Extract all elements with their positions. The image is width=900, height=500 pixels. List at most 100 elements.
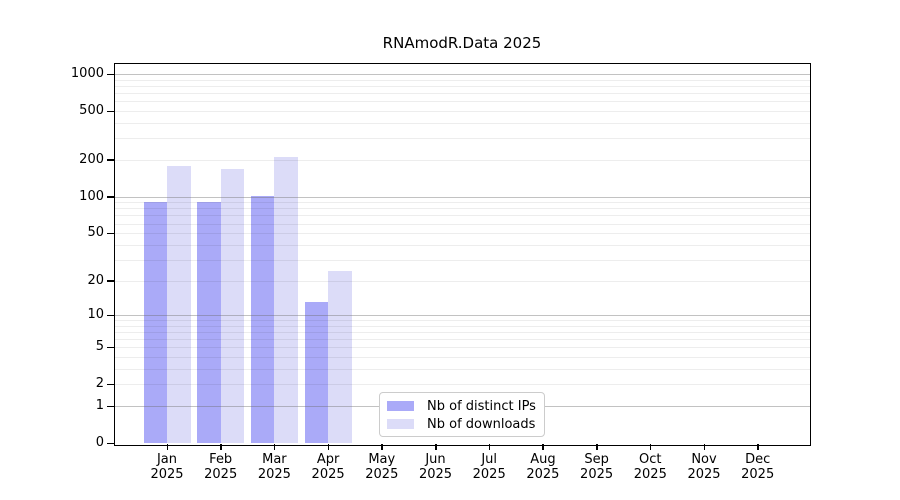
x-tick-mar	[273, 444, 276, 450]
x-tick-month-dec: Dec	[745, 452, 771, 467]
y-tick-label-1: 1	[95, 398, 104, 413]
gridline-400	[115, 123, 810, 125]
x-tick-month-feb: Feb	[209, 452, 233, 467]
x-tick-sep	[596, 444, 598, 450]
y-tick-label-500: 500	[79, 103, 104, 119]
legend: Nb of distinct IPs Nb of downloads	[379, 392, 545, 437]
gridline-90	[115, 202, 810, 204]
y-tick-50	[107, 232, 114, 235]
gridline-5	[115, 347, 810, 349]
y-tick-10	[107, 314, 114, 316]
gridline-80	[115, 208, 810, 210]
y-tick-label-100: 100	[79, 188, 104, 204]
gridline-20	[115, 280, 810, 282]
y-tick-label-20: 20	[87, 272, 104, 288]
bar-distinct-ips-jan	[143, 201, 167, 443]
x-tick-label-jan: Jan 2025	[135, 452, 199, 482]
gridline-30	[115, 259, 810, 261]
legend-item-downloads: Nb of downloads	[387, 416, 537, 432]
x-tick-month-aug: Aug	[530, 452, 556, 467]
x-tick-year-may: 2025	[365, 467, 399, 482]
x-tick-label-dec: Dec 2025	[726, 452, 790, 482]
gridline-300	[115, 138, 810, 140]
gridline-6	[115, 339, 810, 341]
x-tick-jun	[435, 444, 437, 450]
bar-distinct-ips-apr	[304, 302, 329, 443]
gridline-50	[115, 233, 810, 235]
y-tick-500	[107, 110, 114, 113]
y-tick-200	[107, 159, 114, 161]
x-tick-year-apr: 2025	[311, 467, 345, 482]
x-tick-may	[381, 444, 383, 450]
x-tick-year-feb: 2025	[204, 467, 238, 482]
bar-distinct-ips-feb	[197, 202, 221, 443]
y-tick-label-200: 200	[79, 151, 104, 167]
x-tick-nov	[703, 444, 705, 450]
legend-swatch-distinct-ips	[387, 401, 414, 411]
gridline-3	[115, 369, 810, 370]
x-tick-month-mar: Mar	[262, 452, 287, 467]
x-tick-month-jan: Jan	[156, 452, 178, 467]
y-tick-1000	[107, 73, 114, 76]
x-tick-jul	[488, 444, 491, 450]
x-tick-apr	[327, 444, 330, 450]
x-tick-dec	[757, 444, 759, 450]
x-tick-label-sep: Sep 2025	[565, 452, 629, 482]
y-tick-100	[107, 196, 114, 198]
gridline-600	[115, 101, 810, 103]
bar-downloads-mar	[274, 157, 298, 443]
y-tick-20	[107, 280, 114, 282]
gridline-10	[115, 315, 810, 316]
x-tick-year-jan: 2025	[150, 467, 184, 482]
gridline-40	[115, 244, 810, 246]
x-tick-month-may: May	[368, 452, 396, 467]
y-tick-label-2: 2	[95, 376, 104, 392]
x-tick-year-mar: 2025	[257, 467, 291, 482]
y-tick-label-50: 50	[87, 225, 104, 241]
gridline-700	[115, 93, 810, 95]
legend-item-distinct-ips: Nb of distinct IPs	[387, 398, 537, 414]
gridline-200	[115, 159, 810, 161]
gridline-900	[115, 79, 810, 81]
x-tick-month-jun: Jun	[425, 452, 446, 467]
chart-title: RNAmodR.Data 2025	[382, 34, 542, 52]
x-tick-year-dec: 2025	[741, 467, 775, 482]
x-tick-year-aug: 2025	[526, 467, 560, 482]
bar-downloads-jan	[167, 165, 191, 443]
x-tick-year-oct: 2025	[633, 467, 667, 482]
bar-distinct-ips-mar	[250, 195, 275, 443]
gridline-60	[115, 223, 810, 225]
x-tick-label-jun: Jun 2025	[404, 452, 468, 482]
x-tick-year-sep: 2025	[580, 467, 614, 482]
gridline-2	[115, 384, 810, 386]
x-tick-month-sep: Sep	[584, 452, 609, 467]
x-tick-month-nov: Nov	[691, 452, 717, 467]
y-tick-label-0: 0	[95, 435, 104, 450]
legend-swatch-downloads	[387, 419, 414, 429]
bar-downloads-apr	[328, 271, 352, 443]
x-tick-month-oct: Oct	[639, 452, 662, 467]
bar-downloads-feb	[220, 169, 245, 443]
gridline-7	[115, 332, 810, 333]
y-tick-2	[107, 383, 114, 386]
x-tick-label-mar: Mar 2025	[242, 452, 306, 482]
gridline-800	[115, 86, 810, 88]
x-tick-label-apr: Apr 2025	[296, 452, 360, 482]
legend-label-distinct-ips: Nb of distinct IPs	[427, 398, 536, 414]
x-tick-feb	[220, 444, 222, 450]
x-tick-year-jun: 2025	[418, 467, 453, 482]
gridline-9	[115, 320, 810, 322]
y-tick-5	[107, 346, 114, 349]
x-tick-month-jul: Jul	[481, 452, 498, 467]
y-tick-0	[107, 442, 114, 444]
gridline-1000	[115, 74, 810, 76]
x-tick-year-jul: 2025	[472, 467, 506, 482]
plot-area	[114, 63, 811, 446]
x-tick-aug	[542, 444, 544, 450]
legend-label-downloads: Nb of downloads	[427, 416, 536, 432]
y-tick-label-5: 5	[95, 339, 104, 355]
x-tick-label-may: May 2025	[350, 452, 414, 482]
gridline-4	[115, 357, 810, 359]
y-tick-1	[107, 405, 114, 407]
gridline-70	[115, 215, 810, 217]
